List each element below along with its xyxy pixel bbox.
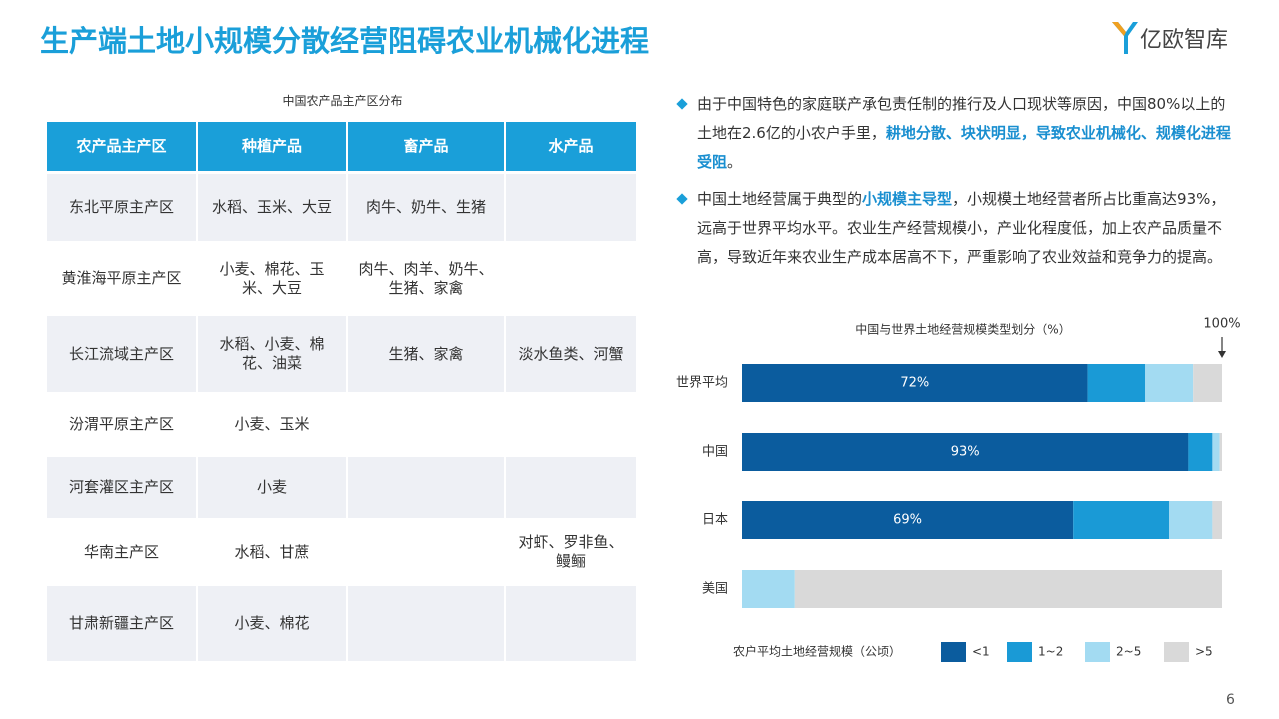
chart-title: 中国与世界土地经营规模类型划分（%） xyxy=(855,322,1070,337)
table-row: 甘肃新疆主产区 小麦、棉花 xyxy=(47,586,638,661)
table-header: 农产品主产区 种植产品 畜产品 水产品 xyxy=(47,122,638,171)
table-cell: 甘肃新疆主产区 xyxy=(47,586,198,661)
table-cell: 淡水鱼类、河蟹 xyxy=(506,316,638,392)
table-cell: 水稻、玉米、大豆 xyxy=(198,174,348,241)
header-cell: 畜产品 xyxy=(348,122,506,171)
table-cell: 华南主产区 xyxy=(47,521,198,583)
table-cell: 对虾、罗非鱼、鳗鲡 xyxy=(506,521,638,583)
table-cell xyxy=(348,521,506,583)
table-cell: 河套灌区主产区 xyxy=(47,457,198,518)
legend-label: 1~2 xyxy=(1038,645,1063,659)
table-row: 华南主产区 水稻、甘蔗 对虾、罗非鱼、鳗鲡 xyxy=(47,521,638,583)
table-cell: 小麦、玉米 xyxy=(198,395,348,454)
table-cell: 小麦 xyxy=(198,457,348,518)
region-table: 农产品主产区 种植产品 畜产品 水产品 东北平原主产区 水稻、玉米、大豆 肉牛、奶牛、生猪… xyxy=(47,119,638,664)
table-cell: 肉牛、奶牛、生猪 xyxy=(348,174,506,241)
table-row: 东北平原主产区 水稻、玉米、大豆 肉牛、奶牛、生猪 xyxy=(47,174,638,241)
bar-segment xyxy=(1193,364,1222,402)
annotation: 100% xyxy=(1203,317,1240,332)
bullet-text: ，小规模土地经营者所占比重高达93%，远高于世界平均水平。农业生产经营规模小，产… xyxy=(697,190,1226,266)
table-cell xyxy=(506,244,638,313)
table-caption: 中国农产品主产区分布 xyxy=(282,94,403,108)
table-cell: 东北平原主产区 xyxy=(47,174,198,241)
value-label: 69% xyxy=(893,513,922,528)
slide-title: 生产端土地小规模分散经营阻碍农业机械化进程 xyxy=(40,24,650,58)
legend-title: 农户平均土地经营规模（公顷） xyxy=(733,644,901,659)
table-cell: 黄淮海平原主产区 xyxy=(47,244,198,313)
bar-segment xyxy=(742,364,1088,402)
table-cell: 肉牛、肉羊、奶牛、生猪、家禽 xyxy=(348,244,506,313)
table-cell xyxy=(348,395,506,454)
value-label: 72% xyxy=(900,376,929,391)
category-label: 世界平均 xyxy=(676,376,728,391)
category-label: 日本 xyxy=(702,513,728,528)
table-cell xyxy=(506,586,638,661)
table-cell xyxy=(348,457,506,518)
table-cell xyxy=(348,586,506,661)
header-cell: 农产品主产区 xyxy=(47,122,198,171)
page-number: 6 xyxy=(1226,692,1235,708)
table-cell: 长江流域主产区 xyxy=(47,316,198,392)
bullet-text: 中国土地经营属于典型的 xyxy=(697,190,863,208)
annotation-arrowhead xyxy=(1218,351,1226,358)
bar-segment xyxy=(794,570,1222,608)
logo-text: 亿欧智库 xyxy=(1140,28,1229,53)
table-cell: 汾渭平原主产区 xyxy=(47,395,198,454)
table-cell: 水稻、甘蔗 xyxy=(198,521,348,583)
table-row: 汾渭平原主产区 小麦、玉米 xyxy=(47,395,638,454)
header-cell: 种植产品 xyxy=(198,122,348,171)
legend-label: <1 xyxy=(972,645,990,659)
legend-swatch xyxy=(1007,642,1032,662)
bar-segment xyxy=(1073,501,1170,539)
bullet-text: 由于中国特色的家庭联产承包责任制的推行及人口现状等原因，中国80%以上的土地在2… xyxy=(697,95,1226,142)
bar-segment xyxy=(742,433,1189,471)
bullet-text: 。 xyxy=(727,153,743,171)
bar-segment xyxy=(742,570,795,608)
bar-segment xyxy=(1188,433,1213,471)
table-row: 长江流域主产区 水稻、小麦、棉花、油菜 生猪、家禽 淡水鱼类、河蟹 xyxy=(47,316,638,392)
table-row: 黄淮海平原主产区 小麦、棉花、玉米、大豆 肉牛、肉羊、奶牛、生猪、家禽 xyxy=(47,244,638,313)
bar-segment xyxy=(1212,433,1220,471)
bullet: 中国土地经营属于典型的小规模主导型，小规模土地经营者所占比重高达93%，远高于世… xyxy=(676,185,1238,272)
legend-swatch xyxy=(1085,642,1110,662)
table-cell: 小麦、棉花 xyxy=(198,586,348,661)
logo-icon xyxy=(1112,22,1138,54)
bar-segment xyxy=(1145,364,1194,402)
bar-segment xyxy=(1212,501,1222,539)
table-cell: 水稻、小麦、棉花、油菜 xyxy=(198,316,348,392)
table-cell: 小麦、棉花、玉米、大豆 xyxy=(198,244,348,313)
bar-segment xyxy=(742,501,1074,539)
table-cell xyxy=(506,174,638,241)
bar-segment xyxy=(1087,364,1146,402)
bar-segment xyxy=(1169,501,1213,539)
bullet-list: 由于中国特色的家庭联产承包责任制的推行及人口现状等原因，中国80%以上的土地在2… xyxy=(676,90,1238,280)
highlight-text: 耕地分散、块状明显，导致农业机械化、规模化进程受阻 xyxy=(697,124,1231,171)
legend-label: >5 xyxy=(1195,645,1213,659)
highlight-text: 小规模主导型 xyxy=(862,190,953,208)
value-label: 93% xyxy=(951,445,980,460)
category-label: 美国 xyxy=(702,582,728,597)
table-cell xyxy=(506,395,638,454)
legend-swatch xyxy=(1164,642,1189,662)
header-cell: 水产品 xyxy=(506,122,638,171)
legend-label: 2~5 xyxy=(1116,645,1141,659)
table-row: 河套灌区主产区 小麦 xyxy=(47,457,638,518)
bar-segment xyxy=(1219,433,1222,471)
table-cell xyxy=(506,457,638,518)
category-label: 中国 xyxy=(702,445,728,460)
bullet: 由于中国特色的家庭联产承包责任制的推行及人口现状等原因，中国80%以上的土地在2… xyxy=(676,90,1238,177)
legend-swatch xyxy=(941,642,966,662)
table-cell: 生猪、家禽 xyxy=(348,316,506,392)
